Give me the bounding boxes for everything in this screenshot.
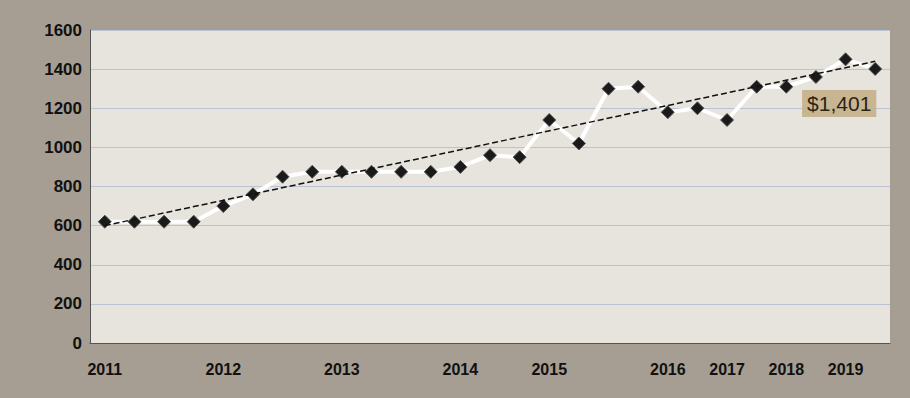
svg-text:800: 800 xyxy=(54,177,82,196)
svg-text:2014: 2014 xyxy=(443,361,479,378)
svg-text:2019: 2019 xyxy=(828,361,864,378)
svg-text:2016: 2016 xyxy=(650,361,686,378)
svg-text:$1,401: $1,401 xyxy=(807,92,871,115)
svg-text:1600: 1600 xyxy=(44,21,82,40)
svg-text:1200: 1200 xyxy=(44,99,82,118)
svg-text:600: 600 xyxy=(54,216,82,235)
svg-text:2017: 2017 xyxy=(709,361,745,378)
svg-text:2011: 2011 xyxy=(87,361,122,378)
svg-text:2015: 2015 xyxy=(531,361,567,378)
svg-text:2013: 2013 xyxy=(324,361,360,378)
svg-text:400: 400 xyxy=(54,255,82,274)
svg-text:1400: 1400 xyxy=(44,60,82,79)
svg-text:2012: 2012 xyxy=(206,361,242,378)
svg-text:2018: 2018 xyxy=(768,361,804,378)
svg-text:1000: 1000 xyxy=(44,138,82,157)
svg-text:200: 200 xyxy=(54,294,82,313)
svg-text:0: 0 xyxy=(73,334,82,353)
